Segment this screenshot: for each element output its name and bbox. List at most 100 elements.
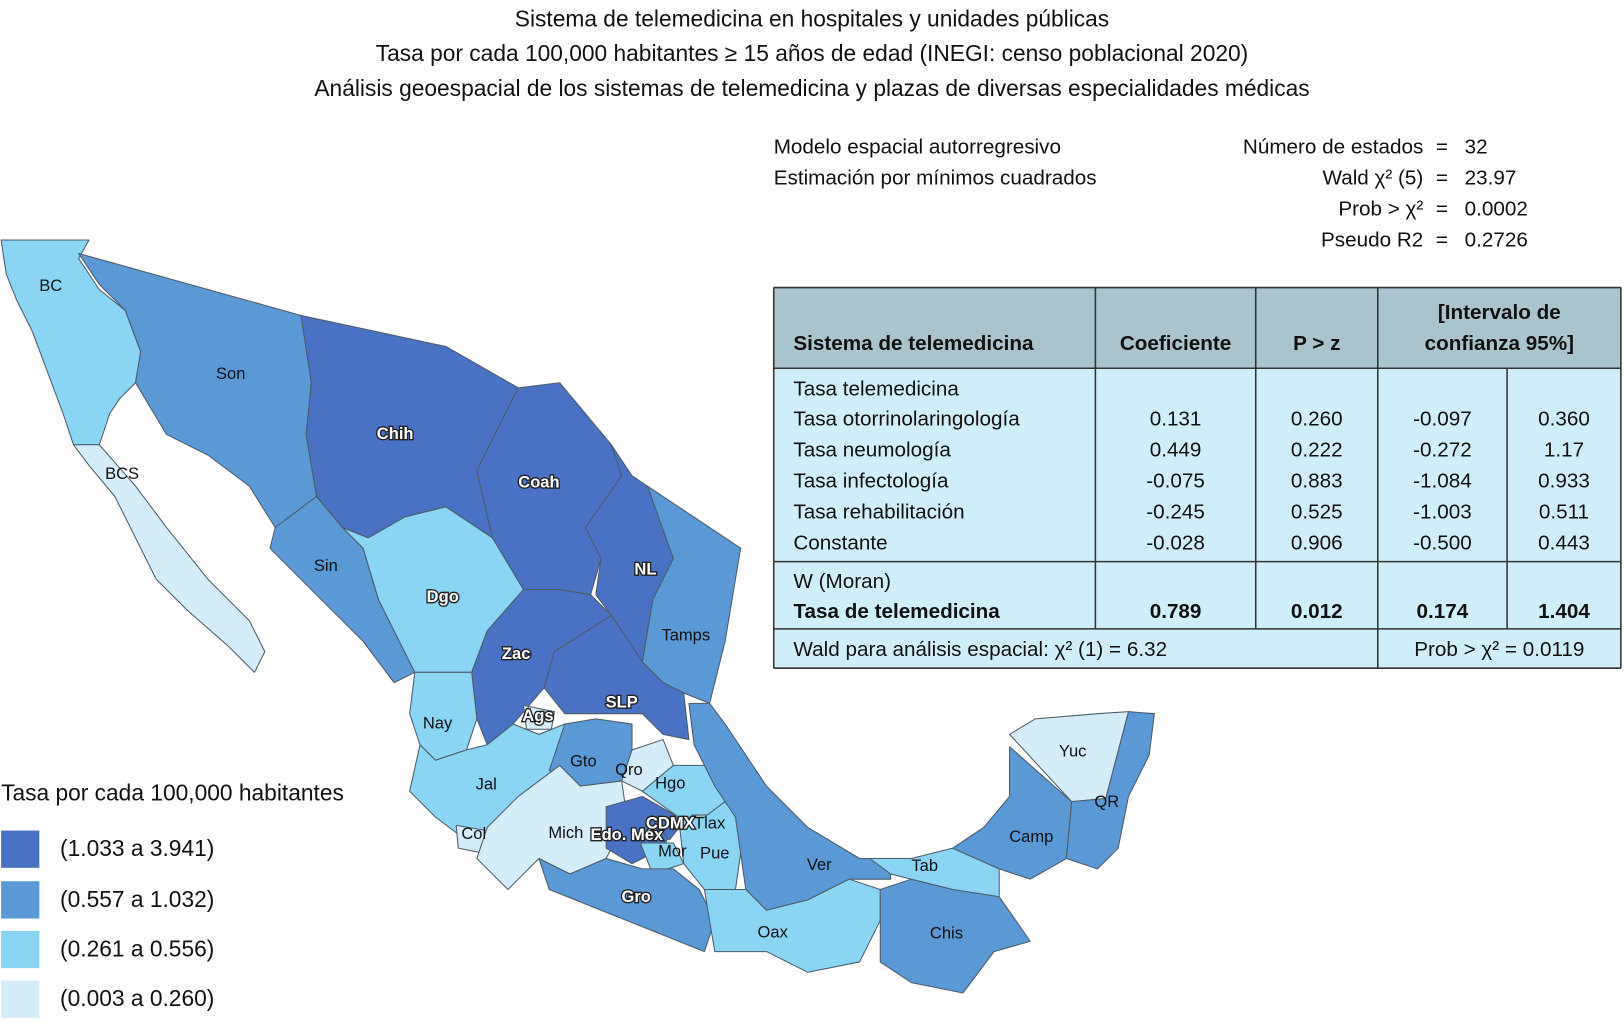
table-cell: Tasa rehabilitación bbox=[793, 501, 964, 524]
state-label: NL bbox=[634, 559, 656, 578]
table-cell: -0.272 bbox=[1413, 438, 1472, 461]
table-cell: Constante bbox=[793, 532, 887, 555]
state-label: Ver bbox=[807, 855, 832, 874]
state-label: SLP bbox=[606, 693, 638, 712]
table-cell: 0.789 bbox=[1150, 600, 1202, 623]
table-header: confianza 95%] bbox=[1425, 332, 1574, 355]
legend-swatch bbox=[1, 881, 40, 919]
table-cell: Tasa otorrinolaringología bbox=[793, 407, 1020, 430]
state-label: Ags bbox=[522, 706, 553, 725]
stat-value: 0.0002 bbox=[1465, 197, 1528, 220]
table-cell: 1.17 bbox=[1544, 438, 1584, 461]
legend-label: (0.261 a 0.556) bbox=[60, 936, 214, 962]
stat-label: Wald χ² (5) bbox=[1322, 166, 1423, 189]
stat-eq: = bbox=[1436, 228, 1448, 251]
results-table: Sistema de telemedicina Coeficiente P > z [… bbox=[772, 286, 1622, 669]
table-cell: -0.028 bbox=[1146, 532, 1205, 555]
table-cell: -1.084 bbox=[1413, 469, 1472, 492]
model-stats: Modelo espacial autorregresivo Estimación… bbox=[774, 135, 1528, 251]
table-header-bg bbox=[773, 287, 1621, 369]
state-label: Pue bbox=[700, 844, 729, 863]
state-label: Mich bbox=[548, 823, 583, 842]
table-cell: Tasa infectología bbox=[793, 469, 949, 492]
state-label: Edo. Méx bbox=[591, 825, 664, 844]
state-label: Gto bbox=[570, 752, 597, 771]
state-label: BCS bbox=[105, 464, 139, 483]
table-cell: 0.525 bbox=[1291, 501, 1343, 524]
legend-label: (0.003 a 0.260) bbox=[60, 985, 214, 1011]
table-cell: 0.883 bbox=[1291, 469, 1343, 492]
table-cell: 0.906 bbox=[1291, 532, 1343, 555]
stat-label: Prob > χ² bbox=[1338, 197, 1423, 220]
model-line: Modelo espacial autorregresivo bbox=[774, 135, 1061, 158]
table-cell: 0.131 bbox=[1150, 407, 1202, 430]
state-label: Col bbox=[461, 824, 486, 843]
stat-label: Pseudo R2 bbox=[1321, 228, 1423, 251]
state-label: Qro bbox=[615, 760, 643, 779]
state-label: Sin bbox=[314, 556, 338, 575]
state-label: Chih bbox=[377, 424, 414, 443]
state-label: Son bbox=[216, 364, 245, 383]
legend-swatch bbox=[1, 980, 40, 1018]
table-footer: Wald para análisis espacial: χ² (1) = 6.… bbox=[793, 638, 1167, 661]
stat-value: 23.97 bbox=[1465, 166, 1517, 189]
table-cell: Tasa de telemedicina bbox=[793, 600, 1000, 623]
state-label: Tamps bbox=[661, 625, 710, 644]
table-cell: Coeficiente bbox=[1120, 332, 1231, 355]
stat-eq: = bbox=[1436, 135, 1448, 158]
state-label: Jal bbox=[476, 774, 497, 793]
stat-eq: = bbox=[1436, 166, 1448, 189]
title: Sistema de telemedicina en hospitales y … bbox=[515, 6, 1109, 32]
table-cell: 0.511 bbox=[1539, 501, 1589, 524]
table-cell: -0.075 bbox=[1146, 469, 1205, 492]
state-label: Hgo bbox=[655, 773, 685, 792]
state-label: Tab bbox=[911, 856, 938, 875]
state-label: Oax bbox=[758, 922, 789, 941]
table-cell: Tasa neumología bbox=[793, 438, 951, 461]
stat-eq: = bbox=[1436, 197, 1448, 220]
state bbox=[688, 702, 892, 911]
table-cell: -0.097 bbox=[1413, 407, 1472, 430]
state bbox=[650, 814, 683, 841]
legend: Tasa por cada 100,000 habitantes (1.033 a… bbox=[1, 779, 344, 1018]
table-cell: Sistema de telemedicina bbox=[793, 332, 1034, 355]
legend-label: (1.033 a 3.941) bbox=[60, 835, 214, 861]
state bbox=[879, 878, 1031, 994]
state-label: CDMX bbox=[646, 814, 695, 833]
table-cell: 0.360 bbox=[1538, 407, 1590, 430]
table-cell: 0.449 bbox=[1150, 438, 1202, 461]
state bbox=[0, 239, 142, 446]
stat-value: 32 bbox=[1465, 135, 1488, 158]
table-cell: P > z bbox=[1293, 332, 1340, 355]
state-label: Nay bbox=[423, 713, 453, 732]
table-cell: 0.222 bbox=[1291, 438, 1343, 461]
table-cell: W (Moran) bbox=[793, 570, 891, 593]
state-label: QR bbox=[1094, 792, 1119, 811]
table-body-bg bbox=[773, 368, 1621, 669]
subtitle: Análisis geoespacial de los sistemas de … bbox=[314, 75, 1309, 101]
map: BC BCS Son Chih Coah NL Tamps Sin Dgo Zac SLP Nay Ag… bbox=[0, 239, 1155, 994]
legend-swatch bbox=[1, 930, 40, 969]
table-cell: 0.260 bbox=[1291, 407, 1343, 430]
legend-swatch bbox=[1, 830, 40, 868]
table-footer: Prob > χ² = 0.0119 bbox=[1414, 638, 1584, 661]
state bbox=[476, 382, 623, 596]
table-header: [Intervalo de bbox=[1438, 301, 1561, 324]
table-cell: 0.933 bbox=[1538, 469, 1590, 492]
stat-label: Número de estados bbox=[1243, 135, 1423, 158]
table-cell: -0.500 bbox=[1413, 532, 1472, 555]
table-cell: Tasa telemedicina bbox=[793, 377, 959, 400]
table-cell: 1.404 bbox=[1538, 600, 1590, 623]
state bbox=[72, 444, 266, 673]
table-cell: 0.012 bbox=[1291, 600, 1343, 623]
state bbox=[543, 614, 690, 741]
state-label: Dgo bbox=[427, 587, 459, 606]
state-label: BC bbox=[39, 276, 62, 295]
state-label: Yuc bbox=[1059, 741, 1087, 760]
model-line: Estimación por mínimos cuadrados bbox=[774, 166, 1097, 189]
state-label: Tlax bbox=[694, 814, 726, 833]
state-label: Chis bbox=[930, 923, 963, 942]
state-label: Mor bbox=[658, 842, 687, 861]
